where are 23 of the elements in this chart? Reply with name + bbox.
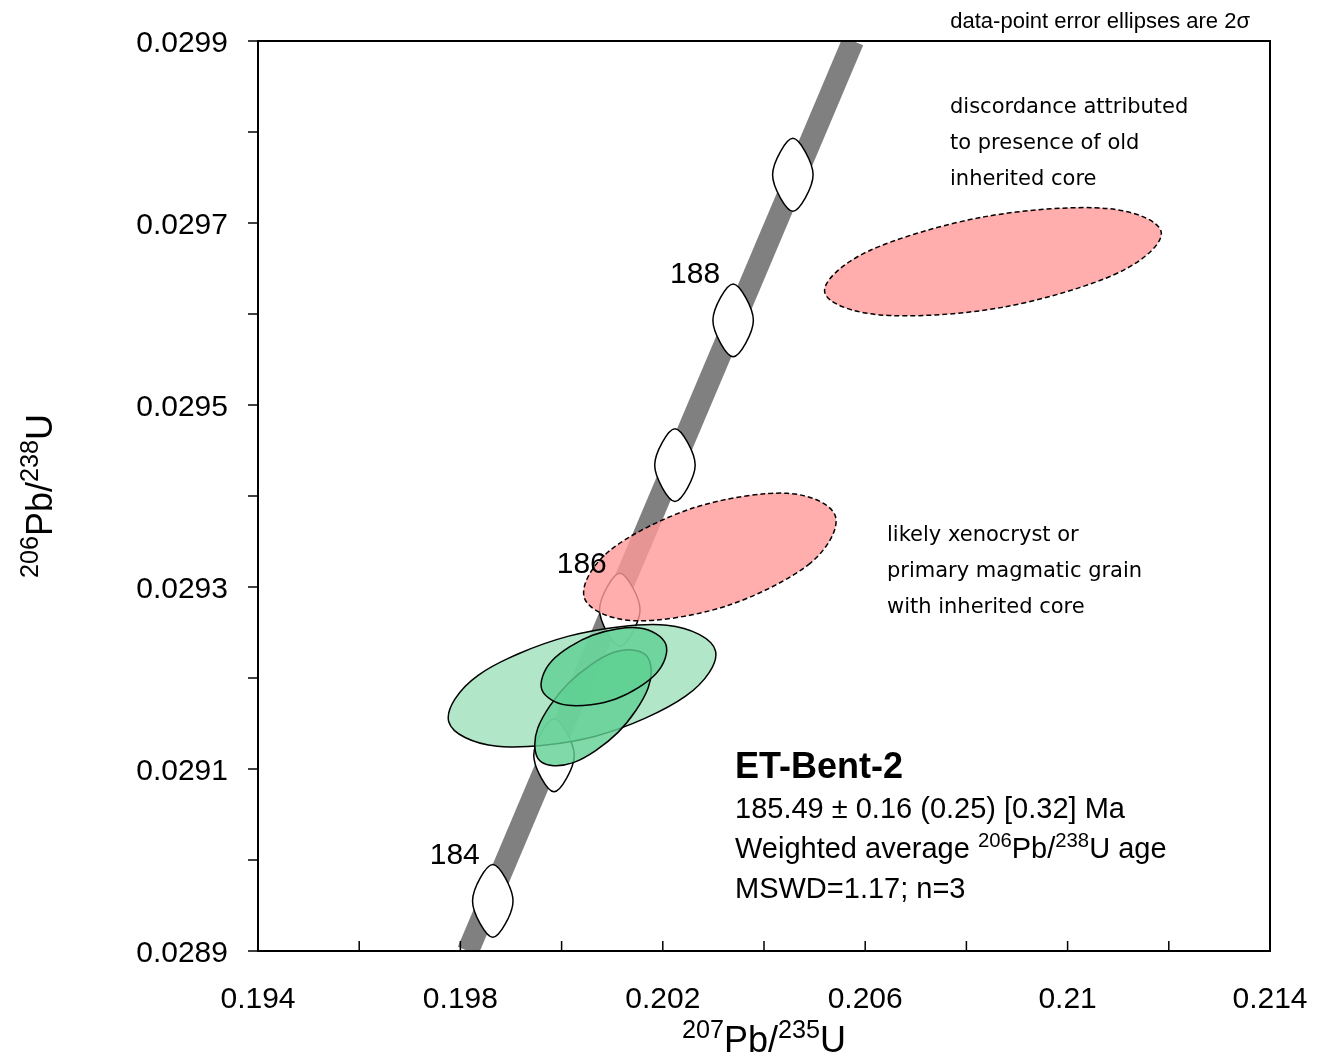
annotation: discordance attributed to presence of old inherited core [950,94,1189,190]
text: data-point error ellipses are 2σ [950,8,1251,33]
annotation: 185.49 ± 0.16 (0.25) [0.32] Ma [735,792,1126,824]
y-tick-label: 0.0293 [136,570,228,604]
annotation: 186 [556,545,607,579]
y-tick-label: 0.0291 [136,752,228,786]
y-tick-label: 0.0289 [136,934,228,968]
annotation: Weighted average $^{206}$Pb/$^{238}$U age [735,829,1167,864]
x-axis-title: $^{207}$Pb/$^{235}$U [681,1015,847,1060]
annotation: likely xenocryst or primary magmatic grain with inherited core [887,522,1143,618]
x-tick-label: 0.206 [827,981,903,1014]
annotation: ET-Bent-2 [735,745,904,786]
x-tick-label: 0.214 [1232,981,1308,1014]
y-tick-label: 0.0295 [136,388,228,422]
annotation: MSWD=1.17; n=3 [735,872,966,904]
y-tick-label: 0.0297 [136,206,228,240]
x-tick-label: 0.21 [1038,981,1097,1014]
annotation: 188 [670,256,721,290]
x-tick-label: 0.194 [220,981,296,1014]
x-tick-label: 0.198 [422,981,498,1014]
annotation: 184 [429,836,480,870]
y-tick-label: 0.0299 [136,24,228,58]
x-tick-label: 0.202 [625,981,701,1014]
